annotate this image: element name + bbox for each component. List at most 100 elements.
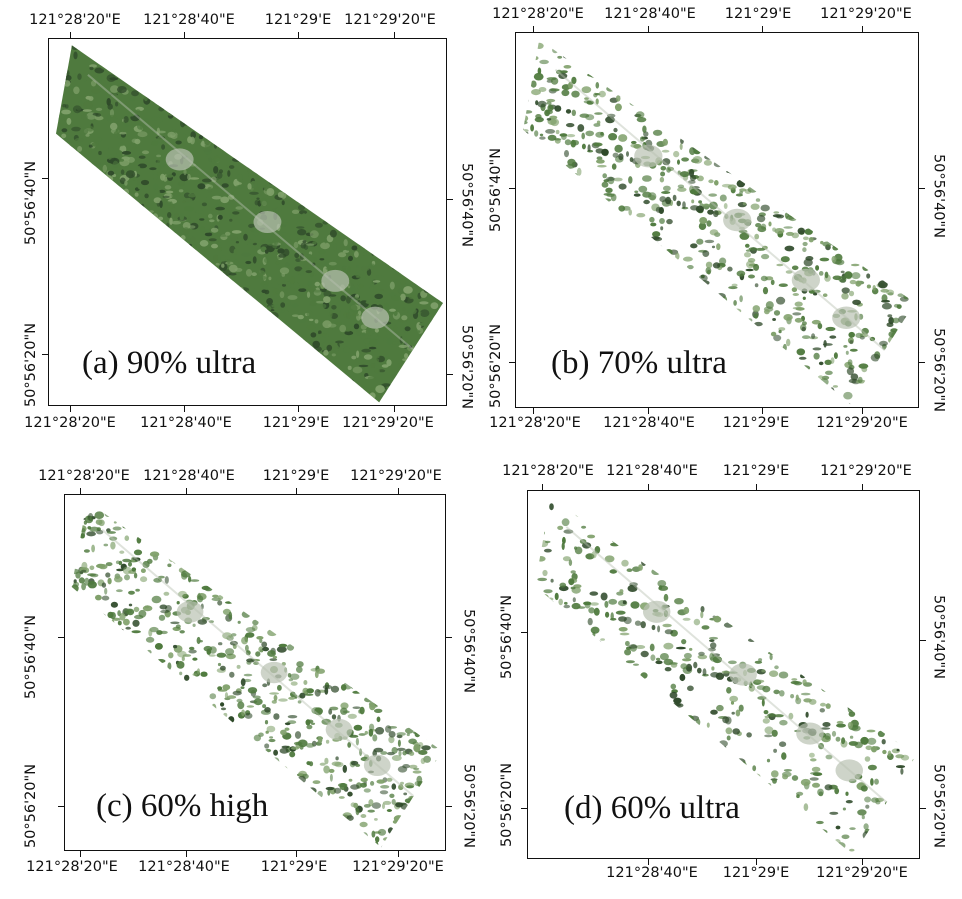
canopy-patch [101, 830, 111, 837]
canopy-patch [332, 69, 343, 75]
canopy-patch [95, 392, 101, 398]
canopy-patch [274, 65, 278, 68]
canopy-patch [736, 179, 746, 188]
canopy-patch [233, 299, 239, 306]
canopy-patch [363, 134, 370, 138]
canopy-patch [280, 302, 286, 308]
canopy-patch [139, 198, 149, 207]
canopy-patch [705, 39, 712, 45]
canopy-patch [540, 186, 551, 193]
canopy-patch [55, 207, 57, 211]
canopy-patch [400, 113, 407, 118]
canopy-patch [86, 278, 90, 284]
canopy-patch [355, 808, 360, 816]
canopy-patch [737, 42, 746, 51]
canopy-patch [553, 335, 558, 341]
canopy-patch [577, 124, 585, 132]
canopy-patch [842, 62, 847, 70]
canopy-patch [611, 81, 616, 84]
canopy-patch [285, 594, 294, 599]
canopy-patch [391, 179, 395, 187]
canopy-patch [289, 136, 297, 142]
canopy-patch [652, 310, 663, 315]
canopy-patch [298, 97, 303, 104]
canopy-patch [128, 301, 135, 310]
canopy-patch [676, 200, 681, 207]
canopy-patch [573, 329, 583, 335]
canopy-patch [297, 78, 302, 82]
canopy-patch [261, 238, 266, 243]
canopy-patch [275, 325, 281, 334]
canopy-patch [347, 505, 354, 510]
canopy-patch [95, 169, 102, 173]
canopy-patch [295, 45, 303, 51]
canopy-patch [281, 329, 286, 334]
canopy-patch [854, 192, 859, 197]
canopy-patch [762, 59, 769, 66]
canopy-patch [430, 205, 438, 210]
canopy-patch [879, 135, 887, 142]
canopy-patch [892, 70, 898, 75]
canopy-patch [323, 765, 330, 774]
canopy-patch [665, 336, 671, 342]
canopy-patch [654, 99, 663, 105]
canopy-patch [55, 237, 59, 241]
canopy-patch [415, 276, 423, 281]
canopy-patch [145, 322, 150, 330]
canopy-patch [435, 572, 443, 578]
canopy-patch [638, 185, 648, 193]
canopy-patch [306, 243, 315, 246]
panel-caption: (a) 90% ultra [82, 345, 257, 381]
canopy-patch [641, 394, 651, 399]
canopy-patch [155, 87, 160, 92]
canopy-patch [833, 228, 842, 233]
canopy-patch [238, 120, 242, 126]
canopy-patch [296, 156, 301, 160]
canopy-patch [336, 399, 341, 403]
canopy-patch [83, 101, 93, 109]
canopy-patch [389, 308, 396, 312]
canopy-patch [201, 202, 207, 207]
canopy-patch [778, 55, 785, 63]
canopy-patch [232, 157, 242, 162]
canopy-patch [682, 53, 689, 57]
canopy-patch [420, 199, 425, 207]
canopy-patch [360, 98, 366, 102]
canopy-patch [428, 65, 437, 69]
canopy-patch [608, 77, 613, 86]
canopy-patch [279, 267, 290, 275]
canopy-patch [913, 160, 915, 168]
canopy-patch [173, 70, 181, 79]
canopy-patch [257, 103, 266, 111]
canopy-patch [105, 216, 115, 219]
canopy-patch [429, 725, 439, 733]
canopy-patch [372, 62, 377, 70]
canopy-patch [547, 134, 557, 141]
canopy-patch [228, 755, 238, 761]
canopy-patch [739, 232, 750, 240]
canopy-patch [381, 364, 389, 368]
canopy-patch [176, 501, 180, 505]
canopy-patch [890, 344, 898, 348]
canopy-patch [824, 129, 831, 133]
canopy-patch [895, 120, 900, 124]
canopy-patch [802, 241, 808, 247]
canopy-patch [103, 401, 108, 403]
canopy-patch [186, 399, 197, 403]
canopy-patch [199, 226, 206, 234]
canopy-patch [294, 365, 304, 369]
canopy-patch [368, 346, 377, 350]
canopy-patch [642, 191, 652, 198]
canopy-patch [71, 620, 78, 629]
canopy-patch [393, 118, 398, 123]
canopy-patch [673, 406, 680, 409]
canopy-patch [439, 195, 444, 201]
canopy-patch [390, 153, 398, 157]
canopy-patch [896, 43, 903, 48]
canopy-patch [633, 308, 642, 312]
canopy-patch [46, 320, 55, 325]
canopy-patch [86, 399, 96, 403]
canopy-patch [312, 115, 319, 121]
canopy-patch [612, 152, 619, 158]
canopy-patch [223, 509, 228, 518]
